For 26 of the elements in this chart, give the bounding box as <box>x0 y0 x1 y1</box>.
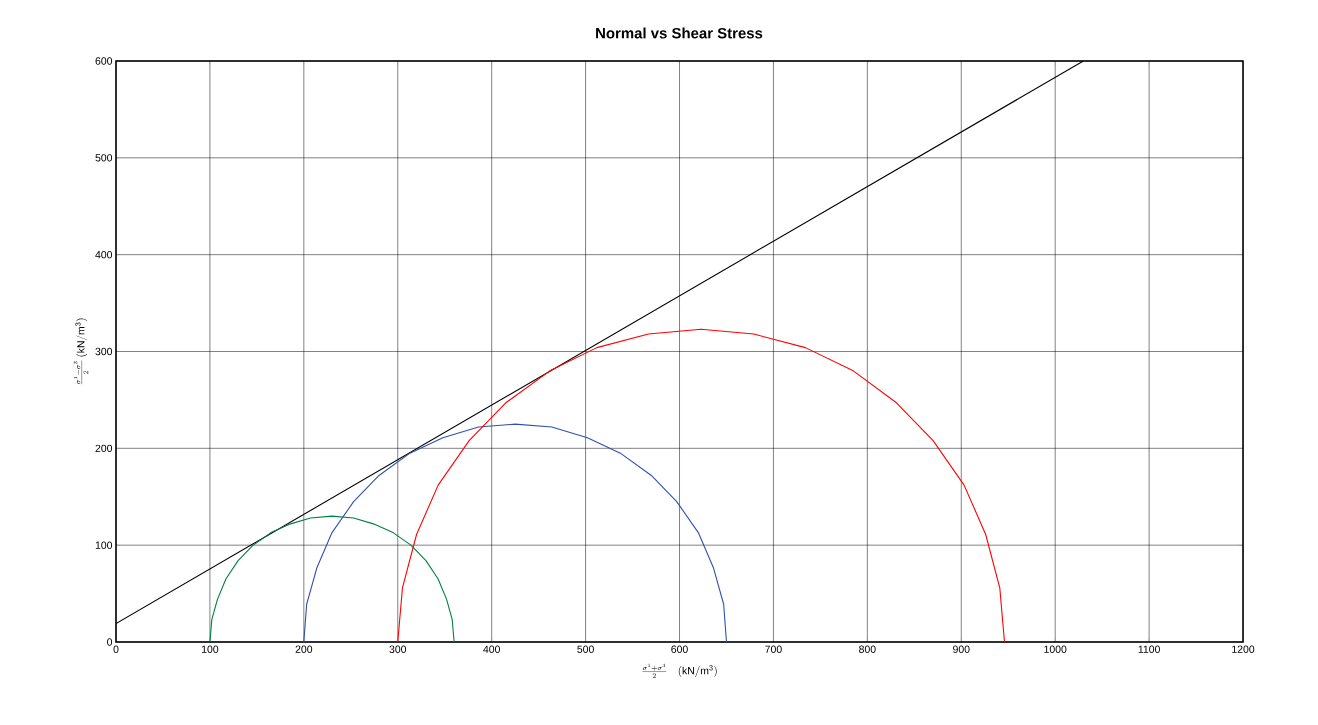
x-tick-label: 800 <box>859 645 876 653</box>
line-series <box>209 515 455 642</box>
y-tick-label: 500 <box>95 154 113 162</box>
x-tick-label: 700 <box>765 645 782 653</box>
x-tick-label: 600 <box>671 645 688 653</box>
x-tick-label: 900 <box>953 645 970 653</box>
x-axis-title: $\frac{\sigma^1 + \sigma^3}{2}\quad(\mathrm{kN/m^3})$ <box>642 663 717 679</box>
x-tick-label: 1000 <box>1044 645 1067 653</box>
line-series <box>303 423 728 642</box>
y-tick-label: 600 <box>95 57 113 65</box>
chart-title: Normal vs Shear Stress <box>596 27 763 39</box>
x-tick-label: 0 <box>113 645 119 653</box>
y-axis-title: $\frac{\sigma^1 - \sigma^3}{2}\,(\mathrm{kN/m^3})$ <box>73 318 89 385</box>
x-tick-label: 500 <box>577 645 594 653</box>
x-tick-label: 1100 <box>1138 645 1160 653</box>
x-tick-label: 100 <box>201 645 219 653</box>
x-tick-label: 300 <box>389 645 407 653</box>
y-tick-label: 100 <box>95 541 113 549</box>
line-series <box>397 328 1006 642</box>
y-tick-label: 400 <box>95 250 113 259</box>
y-tick-label: 200 <box>95 444 113 453</box>
x-tick-label: 200 <box>295 645 313 653</box>
x-tick-label: 400 <box>483 645 500 653</box>
y-tick-label: 0 <box>107 638 113 646</box>
x-tick-label: 1200 <box>1232 645 1255 653</box>
y-tick-label: 300 <box>95 347 113 356</box>
